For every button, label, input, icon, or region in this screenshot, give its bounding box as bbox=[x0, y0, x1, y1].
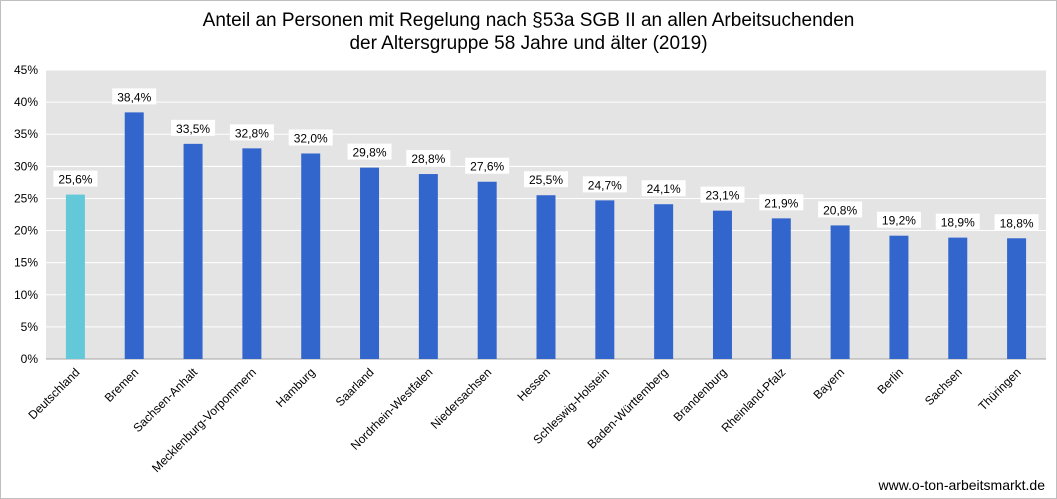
data-label-background bbox=[465, 157, 510, 174]
source-credit: www.o-ton-arbeitsmarkt.de bbox=[878, 477, 1045, 493]
x-tick-label: Bremen bbox=[102, 365, 142, 405]
bar bbox=[595, 200, 615, 359]
data-label-background bbox=[582, 176, 627, 193]
bar bbox=[536, 195, 556, 359]
data-label-background bbox=[229, 124, 274, 141]
data-label-background bbox=[700, 186, 745, 203]
data-label: 24,7% bbox=[588, 178, 622, 192]
data-label: 18,8% bbox=[1000, 216, 1034, 230]
data-label-background bbox=[759, 194, 804, 211]
y-tick-label: 20% bbox=[14, 224, 38, 238]
data-label: 24,1% bbox=[647, 182, 681, 196]
x-tick-label: Hessen bbox=[514, 365, 553, 404]
x-tick-label: Deutschland bbox=[25, 365, 82, 422]
data-label-background bbox=[53, 170, 98, 187]
data-label: 18,9% bbox=[941, 216, 975, 230]
bar bbox=[830, 225, 850, 359]
bar bbox=[65, 194, 85, 359]
y-tick-label: 35% bbox=[14, 127, 38, 141]
x-tick-label: Saarland bbox=[333, 365, 377, 409]
y-tick-label: 5% bbox=[21, 320, 39, 334]
data-label: 33,5% bbox=[176, 122, 210, 136]
data-label: 19,2% bbox=[882, 214, 916, 228]
bar bbox=[124, 112, 144, 360]
data-label-background bbox=[935, 213, 980, 230]
data-label: 21,9% bbox=[764, 196, 798, 210]
y-tick-label: 10% bbox=[14, 288, 38, 302]
bar bbox=[712, 210, 732, 359]
x-tick-label: Berlin bbox=[874, 365, 906, 397]
data-label-background bbox=[288, 129, 333, 146]
data-label: 38,4% bbox=[117, 90, 151, 104]
x-tick-label: Brandenburg bbox=[671, 365, 730, 424]
y-tick-label: 25% bbox=[14, 191, 38, 205]
bar bbox=[477, 181, 497, 359]
bar bbox=[183, 143, 203, 359]
bar bbox=[360, 167, 380, 359]
bar bbox=[301, 153, 321, 359]
x-tick-label: Hamburg bbox=[273, 365, 318, 410]
data-label: 28,8% bbox=[411, 152, 445, 166]
data-label: 32,0% bbox=[294, 131, 328, 145]
data-label-background bbox=[818, 201, 863, 218]
chart-title-block: Anteil an Personen mit Regelung nach §53… bbox=[0, 9, 1057, 55]
y-tick-label: 30% bbox=[14, 159, 38, 173]
data-label-background bbox=[524, 171, 568, 188]
bar bbox=[654, 204, 674, 359]
data-label-background bbox=[347, 143, 392, 160]
bar bbox=[948, 237, 968, 359]
bar bbox=[889, 235, 909, 359]
data-label-background bbox=[994, 214, 1039, 231]
x-tick-label: Thüringen bbox=[976, 365, 1024, 413]
bar bbox=[771, 218, 791, 359]
data-label: 23,1% bbox=[705, 189, 739, 203]
data-label: 20,8% bbox=[823, 203, 857, 217]
y-tick-label: 45% bbox=[14, 63, 38, 77]
x-tick-label: Sachsen bbox=[922, 365, 965, 408]
y-tick-label: 40% bbox=[14, 95, 38, 109]
chart-subtitle: der Altersgruppe 58 Jahre und älter (201… bbox=[349, 33, 708, 54]
data-label-background bbox=[112, 88, 157, 105]
data-label: 27,6% bbox=[470, 160, 504, 174]
bar bbox=[418, 174, 438, 359]
data-label-background bbox=[171, 119, 216, 136]
data-label: 29,8% bbox=[353, 146, 387, 160]
data-label: 32,8% bbox=[235, 126, 269, 140]
x-tick-label: Niedersachsen bbox=[428, 365, 495, 432]
y-tick-label: 15% bbox=[14, 256, 38, 270]
data-label-background bbox=[876, 211, 921, 228]
x-tick-label: Bayern bbox=[810, 365, 847, 402]
chart-title: Anteil an Personen mit Regelung nach §53… bbox=[202, 10, 855, 31]
data-label-background bbox=[406, 150, 451, 167]
bar bbox=[242, 148, 262, 359]
y-tick-label: 0% bbox=[21, 352, 39, 366]
data-label-background bbox=[641, 180, 686, 197]
data-label: 25,5% bbox=[529, 173, 563, 187]
bar bbox=[1007, 238, 1027, 359]
x-tick-label: Rheinland-Pfalz bbox=[719, 365, 789, 435]
data-label: 25,6% bbox=[58, 173, 92, 187]
x-tick-label: Mecklenburg-Vorpommern bbox=[149, 365, 259, 475]
